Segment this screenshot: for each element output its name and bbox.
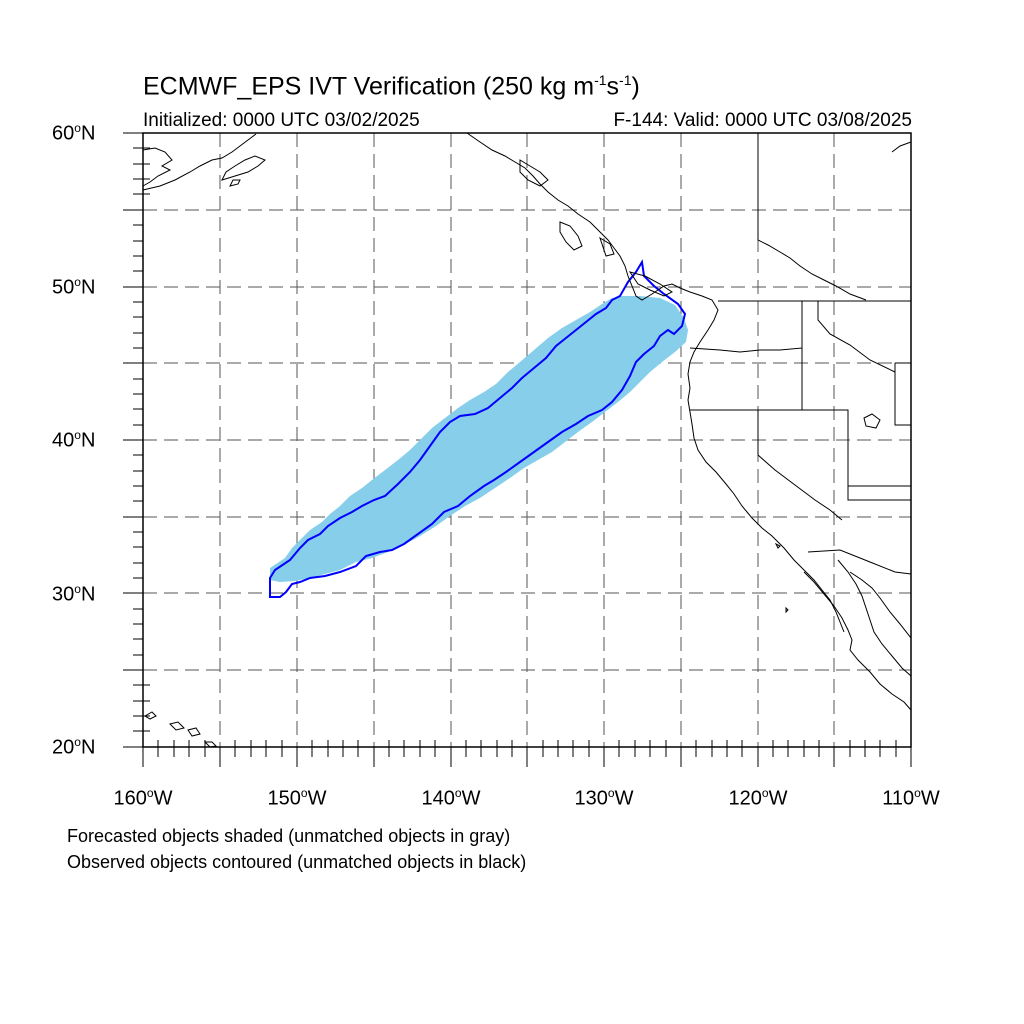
title-exponent-2: -1 [619,72,632,88]
forecast-object [270,296,688,582]
lon-label-110w: 110oW [882,786,940,810]
coastlines [142,132,912,748]
political-boundaries [689,133,912,575]
legend-note-observed: Observed objects contoured (unmatched ob… [67,852,527,872]
title-exponent-1: -1 [594,72,607,88]
lon-label-130w: 130oW [574,786,634,810]
lat-label-40n: 40oN [52,428,96,452]
observed-contour [269,259,687,598]
lon-label-160w: 160oW [113,786,173,810]
tick-marks [123,132,912,767]
title-end: ) [631,72,640,101]
title-mid: s [606,72,620,101]
initialized-time: Initialized: 0000 UTC 03/02/2025 [143,110,420,131]
lon-label-120w: 120oW [728,786,788,810]
valid-time: F-144: Valid: 0000 UTC 03/08/2025 [613,110,912,131]
lon-label-140w: 140oW [421,786,481,810]
title-main: ECMWF_EPS IVT Verification (250 kg m [143,72,595,101]
map-title: ECMWF_EPS IVT Verification (250 kg m-1s-… [143,72,640,101]
lat-label-20n: 20oN [52,735,96,759]
lat-label-50n: 50oN [52,275,96,299]
lon-label-150w: 150oW [267,786,327,810]
lat-label-60n: 60oN [52,121,96,145]
lat-label-30n: 30oN [52,582,96,606]
legend-note-forecast: Forecasted objects shaded (unmatched obj… [67,826,511,846]
